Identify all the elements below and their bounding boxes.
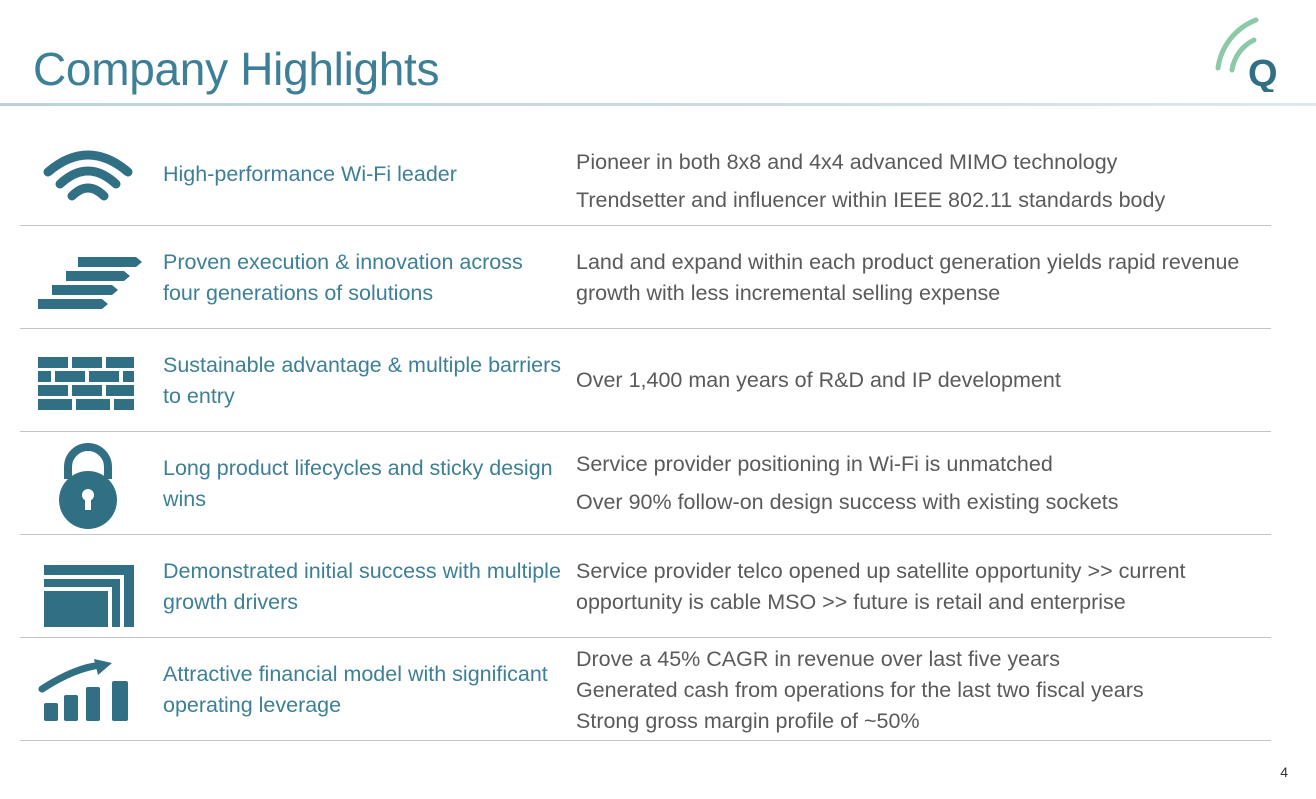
page-number: 4 (1280, 764, 1288, 780)
detail-line: Strong gross margin profile of ~50% (576, 709, 920, 733)
highlight-label: Sustainable advantage & multiple barrier… (163, 353, 561, 408)
highlight-details: Land and expand within each product gene… (576, 247, 1266, 309)
highlight-label: High-performance Wi-Fi leader (163, 162, 457, 186)
padlock-icon (38, 443, 138, 529)
detail-line: Over 90% follow-on design success with e… (576, 490, 1119, 514)
growth-chart-icon (38, 659, 138, 725)
detail-line: Land and expand within each product gene… (576, 250, 1240, 305)
detail-line: Trendsetter and influencer within IEEE 8… (576, 188, 1166, 212)
highlight-details: Service provider telco opened up satelli… (576, 556, 1266, 618)
logo-arc-outer (1215, 17, 1259, 71)
logo-arc-inner (1229, 37, 1257, 73)
detail-line: Drove a 45% CAGR in revenue over last fi… (576, 647, 1060, 671)
logo: Q (1215, 17, 1278, 92)
logo-letter: Q (1248, 53, 1278, 92)
brick-wall-icon (38, 357, 138, 413)
highlight-details: Over 1,400 man years of R&D and IP devel… (576, 365, 1266, 396)
detail-line: Pioneer in both 8x8 and 4x4 advanced MIM… (576, 150, 1118, 174)
highlight-label: Demonstrated initial success with multip… (163, 559, 561, 614)
highlight-row-financial: Attractive financial model with signific… (20, 639, 1271, 741)
highlight-row-wifi: High-performance Wi-Fi leader Pioneer in… (20, 130, 1271, 226)
title-underline (0, 103, 1316, 106)
stairs-icon (38, 257, 142, 315)
highlight-details: Service provider positioning in Wi-Fi is… (576, 445, 1266, 521)
wifi-icon (38, 146, 138, 206)
highlight-label: Attractive financial model with signific… (163, 662, 548, 717)
nested-squares-icon (38, 565, 138, 629)
highlight-row-stairs: Proven execution & innovation across fou… (20, 227, 1271, 329)
highlight-row-growth-drivers: Demonstrated initial success with multip… (20, 536, 1271, 638)
page-title: Company Highlights (33, 43, 440, 95)
highlight-details: Drove a 45% CAGR in revenue over last fi… (576, 644, 1266, 737)
detail-line: Over 1,400 man years of R&D and IP devel… (576, 368, 1061, 392)
detail-line: Generated cash from operations for the l… (576, 678, 1144, 702)
highlight-details: Pioneer in both 8x8 and 4x4 advanced MIM… (576, 143, 1266, 219)
highlight-row-bricks: Sustainable advantage & multiple barrier… (20, 330, 1271, 432)
highlight-label: Proven execution & innovation across fou… (163, 250, 523, 305)
detail-line: Service provider telco opened up satelli… (576, 559, 1186, 614)
highlight-row-padlock: Long product lifecycles and sticky desig… (20, 433, 1271, 535)
highlight-label: Long product lifecycles and sticky desig… (163, 456, 553, 511)
detail-line: Service provider positioning in Wi-Fi is… (576, 452, 1053, 476)
